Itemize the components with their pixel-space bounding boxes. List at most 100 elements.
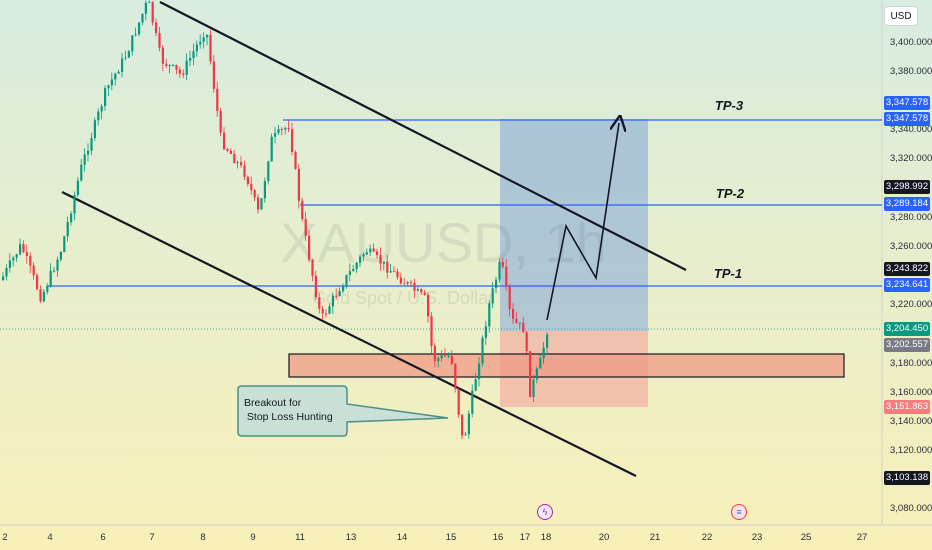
candle-body <box>216 88 219 112</box>
candle-body <box>93 120 96 139</box>
x-tick: 23 <box>751 532 763 543</box>
candle-body <box>56 259 59 271</box>
candle-body <box>175 64 178 70</box>
candle-body <box>325 313 328 315</box>
candle-body <box>542 347 545 359</box>
candle-body <box>433 345 436 362</box>
candle-body <box>161 47 164 64</box>
candle-body <box>253 190 256 198</box>
candle-body <box>178 69 181 74</box>
x-tick: 25 <box>800 532 812 543</box>
candle-body <box>257 197 260 210</box>
candle-body <box>454 363 457 389</box>
candle-body <box>403 283 406 285</box>
candle-body <box>335 295 338 297</box>
candle-body <box>386 261 389 273</box>
projection-arrow[interactable] <box>546 123 619 321</box>
y-tick: 3,400.000 <box>890 37 932 48</box>
candle-body <box>131 35 134 52</box>
price-tag-level: 3,243.822 <box>884 262 930 276</box>
x-tick: 11 <box>295 532 305 543</box>
candlestick-series[interactable] <box>2 0 549 439</box>
candle-body <box>461 414 464 436</box>
symbol-watermark: XAUUSD, 1h <box>280 211 607 274</box>
candle-body <box>263 181 266 199</box>
candle-body <box>104 88 107 107</box>
candle-body <box>532 379 535 398</box>
lower-trendline[interactable] <box>61 191 637 477</box>
price-tag-tp2: 3,289.184 <box>884 197 930 211</box>
candle-body <box>39 289 42 302</box>
candle-body <box>280 129 283 131</box>
candle-body <box>185 60 188 75</box>
demand-zone-box[interactable] <box>288 353 845 378</box>
candle-body <box>478 363 481 380</box>
candle-body <box>437 358 440 362</box>
candle-body <box>117 71 120 74</box>
candle-body <box>63 236 66 253</box>
candle-body <box>243 165 246 177</box>
candle-body <box>498 261 501 280</box>
y-tick: 3,140.000 <box>890 416 932 427</box>
candle-body <box>338 291 341 296</box>
candle-body <box>233 153 236 164</box>
candle-body <box>518 322 521 324</box>
candle-body <box>301 200 304 220</box>
y-tick: 3,340.000 <box>890 124 932 135</box>
candle-body <box>59 252 62 260</box>
tp1-label: TP-1 <box>713 266 743 281</box>
candle-body <box>80 164 83 181</box>
candle-body <box>134 34 137 36</box>
candle-body <box>440 355 443 359</box>
upper-trendline[interactable] <box>159 1 687 271</box>
x-tick: 16 <box>492 532 504 543</box>
callout-bubble[interactable] <box>237 385 449 437</box>
tp2-label: TP-2 <box>715 186 745 201</box>
candle-body <box>287 128 290 130</box>
candle-body <box>49 270 52 286</box>
candle-body <box>97 111 100 121</box>
candle-body <box>430 316 433 346</box>
candle-body <box>382 261 385 264</box>
y-tick: 3,260.000 <box>890 241 932 252</box>
target-zone[interactable] <box>500 119 648 331</box>
candle-body <box>423 292 426 295</box>
candle-body <box>365 252 368 255</box>
candle-body <box>284 128 287 130</box>
candle-body <box>308 235 311 260</box>
candle-body <box>148 1 151 3</box>
candle-body <box>124 57 127 59</box>
candle-body <box>525 332 528 352</box>
candle-body <box>291 129 294 152</box>
candle-body <box>362 254 365 257</box>
y-tick: 3,320.000 <box>890 153 932 164</box>
candle-body <box>209 34 212 62</box>
candle-body <box>36 275 39 290</box>
x-tick: 22 <box>701 532 713 543</box>
price-tag-tp3-current: 3,347.578 <box>884 112 930 126</box>
candle-body <box>474 379 477 391</box>
x-tick: 7 <box>149 532 155 543</box>
candle-body <box>352 269 355 272</box>
x-tick: 15 <box>445 532 457 543</box>
candle-body <box>240 162 243 166</box>
x-tick: 2 <box>2 532 8 543</box>
candle-body <box>447 355 450 357</box>
candle-body <box>246 176 249 184</box>
candle-body <box>481 337 484 364</box>
candle-body <box>464 434 467 436</box>
candle-body <box>522 322 525 333</box>
candle-body <box>172 64 175 66</box>
candle-body <box>8 260 11 268</box>
currency-button[interactable]: USD <box>884 6 918 26</box>
y-tick: 3,160.000 <box>890 387 932 398</box>
us-flag-event-icon[interactable]: ≡ <box>731 504 747 520</box>
candle-body <box>42 291 45 302</box>
candle-body <box>76 180 79 196</box>
candle-body <box>182 73 185 75</box>
candle-body <box>66 222 69 237</box>
lightning-event-icon[interactable]: ϟ <box>537 504 553 520</box>
candle-body <box>229 150 232 154</box>
